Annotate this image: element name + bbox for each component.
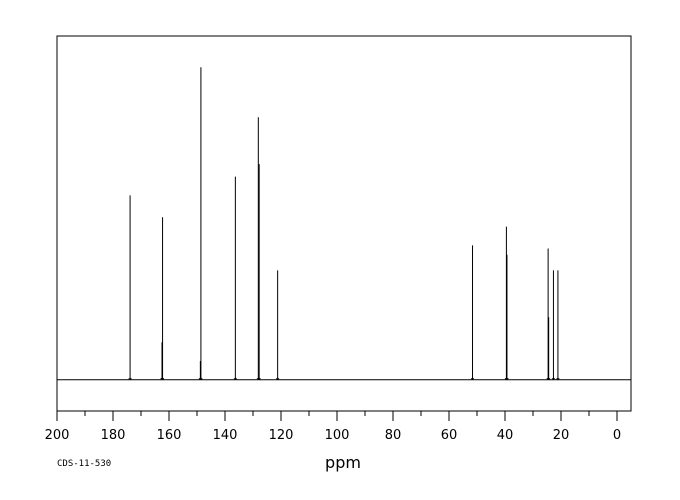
x-axis-tick-labels: 200 180 160 140 120 100 80 60 40 20 0 [45, 428, 622, 443]
spectrum-code-label: CDS-11-530 [57, 459, 111, 469]
peaks [128, 67, 560, 380]
plot-frame [56, 35, 632, 412]
x-tick-label-0: 0 [613, 428, 621, 443]
x-tick-label-20: 20 [553, 428, 570, 443]
x-tick-label-160: 160 [157, 428, 182, 443]
x-axis-label: ppm [325, 453, 361, 472]
x-axis-ticks [56, 411, 618, 421]
x-tick-label-60: 60 [441, 428, 458, 443]
x-tick-label-180: 180 [101, 428, 126, 443]
x-tick-label-80: 80 [385, 428, 402, 443]
x-tick-label-120: 120 [269, 428, 294, 443]
x-tick-label-100: 100 [325, 428, 350, 443]
x-tick-label-40: 40 [497, 428, 514, 443]
x-tick-label-200: 200 [45, 428, 70, 443]
x-tick-label-140: 140 [213, 428, 238, 443]
